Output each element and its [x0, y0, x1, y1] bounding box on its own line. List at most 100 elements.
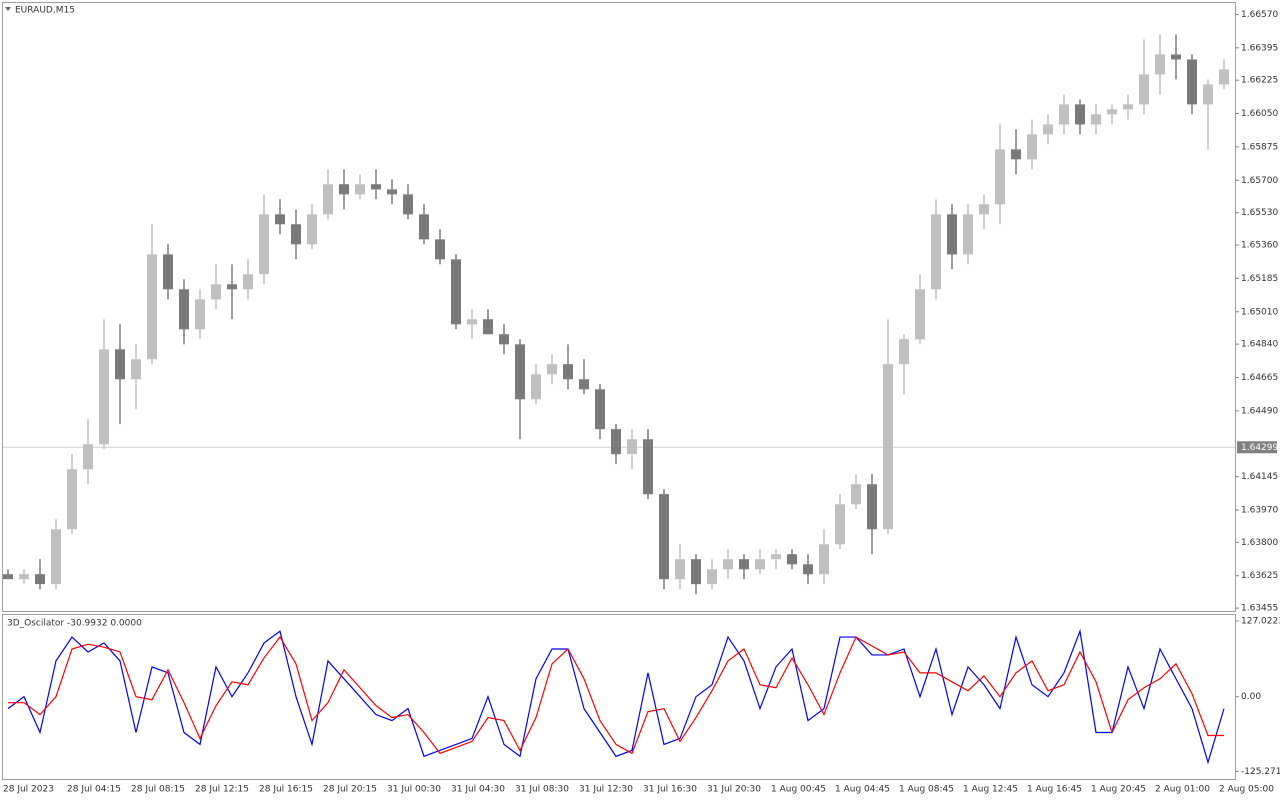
- x-tick-label: 28 Jul 04:15: [67, 785, 121, 795]
- candle-body: [147, 254, 157, 360]
- candle-body: [803, 564, 813, 575]
- candle-body: [1171, 54, 1181, 60]
- x-tick-label: 31 Jul 00:30: [387, 785, 441, 795]
- y-tick-label: 127.0223: [1241, 616, 1280, 626]
- x-tick-label: 28 Jul 08:15: [131, 785, 185, 795]
- y-tick-label: 1.66050: [1241, 109, 1278, 119]
- y-tick-label: 1.63625: [1241, 571, 1278, 581]
- y-tick-label: 1.65875: [1241, 142, 1278, 152]
- candle-body: [339, 184, 349, 195]
- price-line-label: 1.64299: [1241, 443, 1278, 453]
- y-tick-label: 1.64145: [1241, 472, 1278, 482]
- candle-body: [819, 544, 829, 575]
- y-tick-label: -125.2715: [1241, 767, 1280, 777]
- candle-body: [1043, 124, 1053, 135]
- candle-body: [739, 559, 749, 570]
- candle-body: [883, 364, 893, 530]
- candle-body: [659, 494, 669, 580]
- x-tick-label: 1 Aug 12:45: [963, 785, 1018, 795]
- candle-body: [963, 214, 973, 255]
- y-tick-label: 1.65010: [1241, 307, 1278, 317]
- candle-body: [1187, 59, 1197, 105]
- candle-body: [435, 239, 445, 260]
- candle-body: [563, 364, 573, 380]
- candle-body: [915, 289, 925, 340]
- x-tick-label: 31 Jul 16:30: [643, 785, 697, 795]
- candle-body: [1107, 109, 1117, 115]
- candle-body: [499, 334, 509, 345]
- candle-body: [1075, 104, 1085, 125]
- y-tick-label: 1.64665: [1241, 373, 1278, 383]
- collapse-icon[interactable]: [5, 7, 11, 11]
- x-tick-label: 2 Aug 05:00: [1219, 785, 1274, 795]
- candle-body: [195, 299, 205, 330]
- candle-body: [947, 214, 957, 255]
- candle-body: [547, 364, 557, 375]
- candle-body: [691, 559, 701, 585]
- candle-body: [19, 574, 29, 580]
- main-pane: [2, 2, 1236, 612]
- candle-body: [115, 349, 125, 380]
- x-tick-label: 1 Aug 00:45: [771, 785, 826, 795]
- candle-body: [675, 559, 685, 580]
- candle-body: [755, 559, 765, 570]
- candle-body: [99, 349, 109, 445]
- candle-body: [787, 554, 797, 565]
- candle-body: [1139, 74, 1149, 105]
- candle-body: [611, 429, 621, 455]
- candle-body: [131, 359, 141, 380]
- x-tick-label: 31 Jul 12:30: [579, 785, 633, 795]
- candle-body: [371, 184, 381, 190]
- oscillator-line: [8, 635, 1224, 755]
- candle-body: [995, 149, 1005, 205]
- y-tick-label: 0.00: [1241, 692, 1261, 702]
- oscillator-line: [7, 628, 1225, 765]
- candle-body: [3, 574, 13, 580]
- y-tick-label: 1.66570: [1241, 10, 1278, 20]
- candle-body: [1123, 104, 1133, 110]
- x-tick-label: 1 Aug 08:45: [899, 785, 954, 795]
- candle-body: [291, 224, 301, 245]
- y-tick-label: 1.64840: [1241, 340, 1278, 350]
- y-tick-label: 1.64490: [1241, 406, 1278, 416]
- y-tick-label: 1.63800: [1241, 538, 1278, 548]
- symbol-title: EURAUD,M15: [15, 6, 75, 16]
- x-tick-label: 1 Aug 20:45: [1091, 785, 1146, 795]
- candle-body: [275, 214, 285, 225]
- x-tick-label: 31 Jul 20:30: [707, 785, 761, 795]
- candle-body: [531, 374, 541, 400]
- x-tick-label: 1 Aug 04:45: [835, 785, 890, 795]
- candle-body: [387, 189, 397, 195]
- y-tick-label: 1.65530: [1241, 208, 1278, 218]
- candle-body: [979, 204, 989, 215]
- candle-body: [1091, 114, 1101, 125]
- x-tick-label: 2 Aug 01:00: [1155, 785, 1210, 795]
- candle-body: [867, 484, 877, 530]
- candle-body: [723, 559, 733, 570]
- candle-body: [163, 254, 173, 290]
- indicator-title: 3D_Oscilator -30.9932 0.0000: [7, 619, 142, 629]
- y-tick-label: 1.66225: [1241, 76, 1278, 86]
- candle-body: [707, 569, 717, 585]
- candle-body: [83, 444, 93, 470]
- candle-body: [51, 529, 61, 585]
- x-tick-label: 28 Jul 12:15: [195, 785, 249, 795]
- candle-body: [419, 214, 429, 240]
- candle-body: [1203, 84, 1213, 105]
- candle-body: [1011, 149, 1021, 160]
- x-tick-label: 28 Jul 2023: [3, 785, 54, 795]
- candle-body: [1219, 69, 1229, 85]
- candle-body: [35, 574, 45, 585]
- x-tick-label: 28 Jul 16:15: [259, 785, 313, 795]
- candle-body: [595, 389, 605, 430]
- candle-body: [67, 469, 77, 530]
- y-tick-label: 1.65185: [1241, 274, 1278, 284]
- x-tick-label: 28 Jul 20:15: [323, 785, 377, 795]
- candle-body: [243, 274, 253, 290]
- x-tick-label: 31 Jul 04:30: [451, 785, 505, 795]
- candle-body: [771, 554, 781, 560]
- x-tick-label: 31 Jul 08:30: [515, 785, 569, 795]
- candle-body: [643, 439, 653, 495]
- candle-body: [355, 184, 365, 195]
- candle-body: [931, 214, 941, 290]
